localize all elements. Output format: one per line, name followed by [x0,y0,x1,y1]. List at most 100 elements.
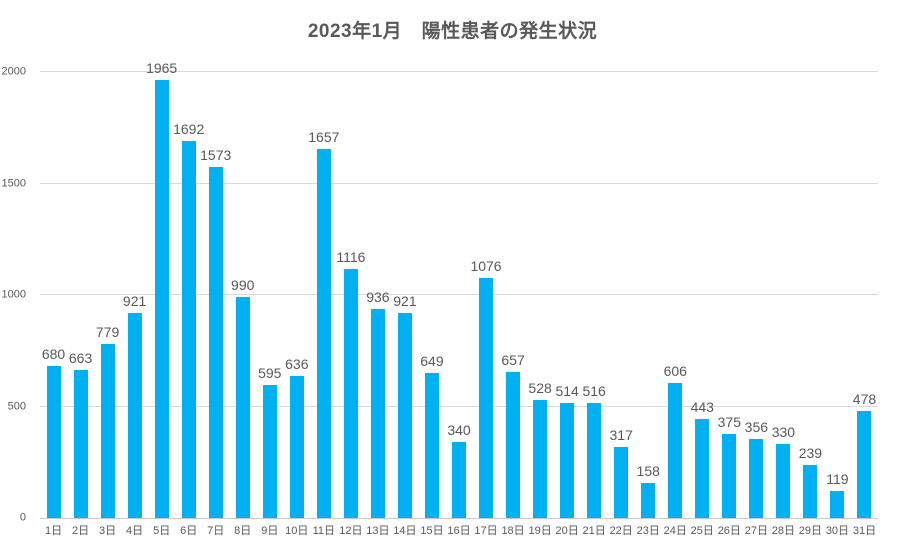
x-tick-label-day-5: 5日 [153,525,171,537]
bar-value-label-day-30: 119 [826,471,849,488]
y-gridline [40,71,878,72]
bar-value-label-day-13: 936 [366,289,390,306]
bar-day-26 [722,434,737,518]
bar-value-label-day-23: 158 [636,462,660,479]
bar-day-18 [506,371,521,518]
y-gridline [40,182,878,184]
bar-day-1 [46,366,61,518]
x-tick-label-day-28: 28日 [771,525,795,537]
x-tick-label-day-12: 12日 [339,525,363,537]
x-tick-label-day-29: 29日 [798,525,823,537]
bar-day-14 [397,312,412,518]
bar-value-label-day-27: 356 [744,418,769,435]
bar-value-label-day-12: 1116 [336,249,366,266]
bar-value-label-day-20: 514 [555,383,579,400]
bar-value-label-day-28: 330 [771,424,796,441]
x-tick-label-day-1: 1日 [44,525,63,537]
x-tick-label-day-3: 3日 [99,525,117,537]
y-tick-label: 0 [19,511,26,524]
bar-day-19 [533,400,548,518]
y-tick-label: 1500 [1,177,26,189]
bar-day-12 [343,269,358,518]
x-tick-label-day-24: 24日 [663,525,687,537]
x-tick-label-day-9: 9日 [261,525,279,537]
bar-value-label-day-19: 528 [528,380,552,397]
x-tick-label-day-20: 20日 [555,525,579,537]
plot-area: 0 500 1000 1500 2000 680 1日 663 2日 779 3日 921 4日 1965… [2,61,878,537]
bar-value-label-day-14: 921 [393,292,417,309]
y-tick-label: 2000 [1,65,26,78]
x-tick-label-day-21: 21日 [582,525,606,537]
bar-value-label-day-5: 1965 [146,59,178,76]
x-tick-label-day-13: 13日 [366,525,390,537]
bar-day-27 [749,438,764,518]
x-tick-label-day-8: 8日 [234,525,252,537]
bar-day-16 [452,442,466,518]
bar-day-8 [235,297,250,518]
x-tick-label-day-30: 30日 [825,525,850,537]
bar-day-30 [830,491,845,518]
bar-value-label-day-10: 636 [285,356,309,373]
bar-day-13 [370,309,385,518]
bar-value-label-day-25: 443 [690,399,714,416]
bar-value-label-day-1: 680 [41,346,66,363]
bar-value-label-day-4: 921 [122,292,147,309]
bar-day-7 [208,167,223,518]
bar-value-label-day-15: 649 [420,353,444,370]
bar-value-label-day-18: 657 [501,351,525,368]
bar-day-11 [316,148,331,518]
bar-day-20 [560,403,575,518]
bar-value-label-day-26: 375 [717,414,741,431]
bar-day-31 [857,411,872,518]
bar-day-4 [127,312,142,518]
chart-title: 2023年1月 陽性患者の発生状況 [307,21,598,42]
bar-day-21 [587,402,602,518]
x-tick-label-day-17: 17日 [474,525,498,537]
x-tick-label-day-15: 15日 [420,525,444,537]
bar-day-22 [614,447,629,518]
x-axis-line [40,518,878,519]
bar-value-label-day-21: 516 [582,382,606,399]
bar-value-label-day-7: 1573 [200,147,232,164]
bar-day-9 [262,385,277,518]
bar-value-label-day-29: 239 [798,444,823,461]
x-tick-label-day-6: 6日 [180,525,198,537]
y-gridline [40,294,878,295]
bar-value-label-day-2: 663 [68,350,93,367]
bar-day-2 [73,370,88,518]
bar-value-label-day-9: 595 [258,365,282,382]
bar-day-23 [641,482,656,518]
x-tick-label-day-14: 14日 [393,525,417,537]
bar-day-24 [668,382,683,518]
bar-value-label-day-11: 1657 [308,128,340,145]
x-tick-label-day-10: 10日 [285,525,309,537]
bar-day-5 [154,79,169,518]
x-tick-label-day-31: 31日 [852,525,877,537]
bar-day-3 [100,344,115,518]
bar-value-label-day-22: 317 [609,427,633,444]
bar-day-28 [776,444,791,518]
bar-value-label-day-16: 340 [447,422,471,439]
bar-day-10 [289,376,304,518]
x-tick-label-day-7: 7日 [207,525,225,537]
bar-day-15 [424,373,439,518]
x-tick-label-day-27: 27日 [744,525,768,537]
x-tick-label-day-16: 16日 [447,525,471,537]
bar-day-6 [181,140,196,518]
bar-day-29 [803,464,818,518]
y-gridline [40,405,878,407]
y-tick-label: 1000 [1,288,26,301]
bar-day-25 [695,419,710,518]
x-tick-label-day-11: 11日 [312,525,336,537]
x-tick-label-day-4: 4日 [126,525,144,537]
x-tick-label-day-26: 26日 [717,525,741,537]
x-tick-label-day-23: 23日 [636,525,660,537]
bar-day-17 [479,278,494,518]
bar-value-label-day-6: 1692 [173,120,205,137]
bar-value-label-day-31: 478 [852,391,877,408]
bar-value-label-day-17: 1076 [470,258,502,275]
x-tick-label-day-25: 25日 [690,525,714,537]
bar-value-label-day-24: 606 [663,362,687,379]
x-tick-label-day-19: 19日 [528,525,552,537]
